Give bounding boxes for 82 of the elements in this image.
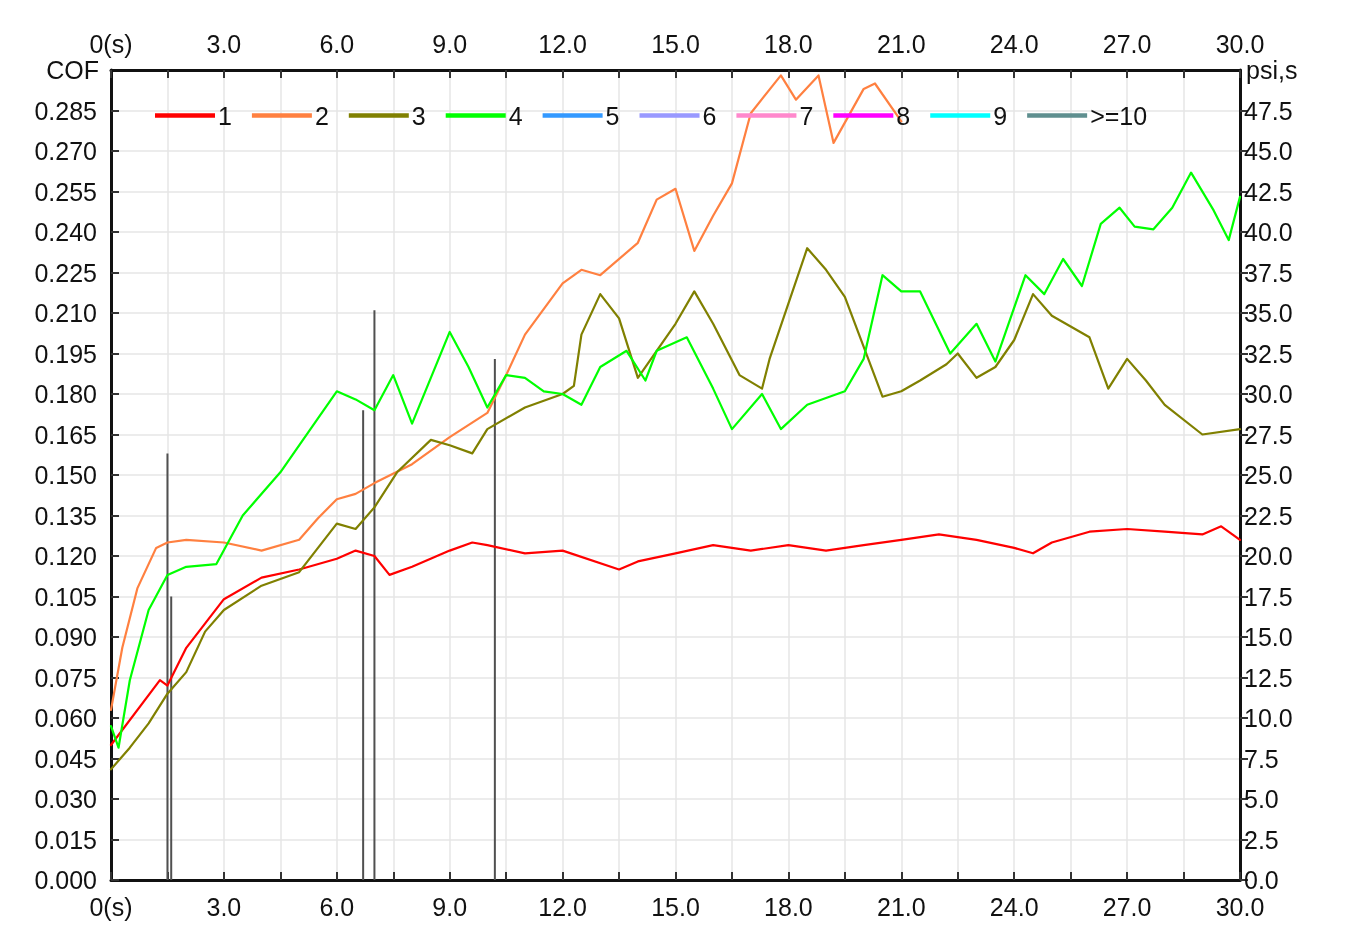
y2-tick-label: 7.5	[1244, 744, 1279, 773]
bar	[493, 358, 496, 880]
y-tick-label: 0.120	[34, 542, 97, 570]
y2-tick-label: 47.5	[1244, 96, 1293, 125]
y-tick-label: 0.015	[34, 825, 97, 854]
y-tick-label: 0.180	[34, 380, 97, 408]
x2-tick-label: 30.0	[1215, 29, 1265, 58]
y2-axis-title: psi,s	[1246, 55, 1298, 84]
legend-label: 7	[799, 101, 814, 130]
y-tick-label: 0.030	[34, 785, 97, 813]
x-tick-label: 21.0	[876, 892, 926, 921]
x-tick-label: 18.0	[764, 892, 813, 921]
y2-tick-label: 45.0	[1244, 137, 1293, 165]
legend-label: 1	[218, 101, 232, 130]
y-tick-label: 0.240	[34, 218, 97, 246]
legend-label: 9	[993, 101, 1008, 130]
y2-tick-label: 32.5	[1244, 339, 1293, 368]
y-tick-label: 0.060	[34, 704, 97, 732]
line-series	[109, 525, 1242, 747]
x2-tick-label: 27.0	[1102, 29, 1152, 58]
y2-tick-label: 42.5	[1244, 177, 1293, 206]
line-series	[109, 171, 1242, 749]
line-series	[109, 247, 1242, 771]
x2-tick-label: 18.0	[764, 29, 813, 58]
y-tick-label: 0.105	[34, 582, 97, 611]
bar	[362, 410, 365, 880]
y2-tick-label: 27.5	[1244, 420, 1293, 449]
y-tick-label: 0.135	[34, 501, 97, 530]
x2-tick-label: 12.0	[538, 29, 587, 58]
x2-tick-label: 21.0	[876, 29, 926, 58]
y-tick-label: 0.225	[34, 258, 97, 287]
y-tick-label: 0.150	[34, 461, 97, 489]
x-tick-label: 15.0	[651, 892, 700, 921]
x-tick-label: 0(s)	[89, 892, 133, 921]
legend-label: 2	[314, 101, 329, 130]
bar	[170, 596, 173, 880]
x-tick-label: 12.0	[538, 892, 587, 921]
x-tick-label: 27.0	[1102, 892, 1152, 921]
x2-tick-label: 3.0	[206, 29, 242, 58]
y-tick-label: 0.195	[34, 339, 97, 368]
y2-tick-label: 12.5	[1244, 663, 1293, 692]
y2-tick-label: 0.0	[1244, 866, 1279, 894]
y2-tick-label: 5.0	[1244, 785, 1279, 813]
legend-label: 5	[605, 101, 620, 130]
bar	[373, 310, 376, 880]
y2-tick-label: 20.0	[1244, 542, 1293, 570]
y-tick-label: 0.255	[34, 177, 97, 206]
y-tick-label: 0.075	[34, 663, 97, 692]
y2-tick-label: 37.5	[1244, 258, 1293, 287]
x-tick-label: 9.0	[432, 892, 468, 921]
y2-tick-label: 15.0	[1244, 623, 1293, 651]
x-tick-label: 24.0	[989, 892, 1039, 921]
y-tick-label: 0.165	[34, 420, 97, 449]
y2-tick-label: 2.5	[1244, 825, 1279, 854]
bar	[166, 453, 169, 880]
y2-tick-label: 25.0	[1244, 461, 1293, 489]
x-tick-label: 6.0	[319, 892, 355, 921]
y2-tick-label: 30.0	[1244, 380, 1293, 408]
y2-tick-label: 22.5	[1244, 501, 1293, 530]
y2-tick-label: 40.0	[1244, 218, 1293, 246]
x2-tick-label: 24.0	[989, 29, 1039, 58]
y-tick-label: 0.045	[34, 744, 97, 773]
legend-label: 4	[508, 101, 523, 130]
y-tick-label: 0.090	[34, 623, 97, 651]
y-tick-label: 0.000	[34, 866, 97, 894]
legend-label: 6	[702, 101, 717, 130]
x2-tick-label: 6.0	[319, 29, 355, 58]
x-tick-label: 30.0	[1215, 892, 1265, 921]
x2-tick-label: 9.0	[432, 29, 468, 58]
y-tick-label: 0.270	[34, 137, 97, 165]
legend-label: 3	[411, 101, 426, 130]
legend-label: 8	[896, 101, 911, 130]
x-tick-label: 3.0	[206, 892, 242, 921]
y2-tick-label: 35.0	[1244, 299, 1293, 327]
x2-tick-label: 15.0	[651, 29, 700, 58]
x2-tick-label: 0(s)	[89, 29, 133, 58]
legend-label: >=10	[1090, 101, 1148, 130]
y2-tick-label: 17.5	[1244, 582, 1293, 611]
y2-tick-label: 10.0	[1244, 704, 1293, 732]
y-axis-title: COF	[46, 55, 99, 84]
y-tick-label: 0.210	[34, 299, 97, 327]
y-tick-label: 0.285	[34, 96, 97, 125]
